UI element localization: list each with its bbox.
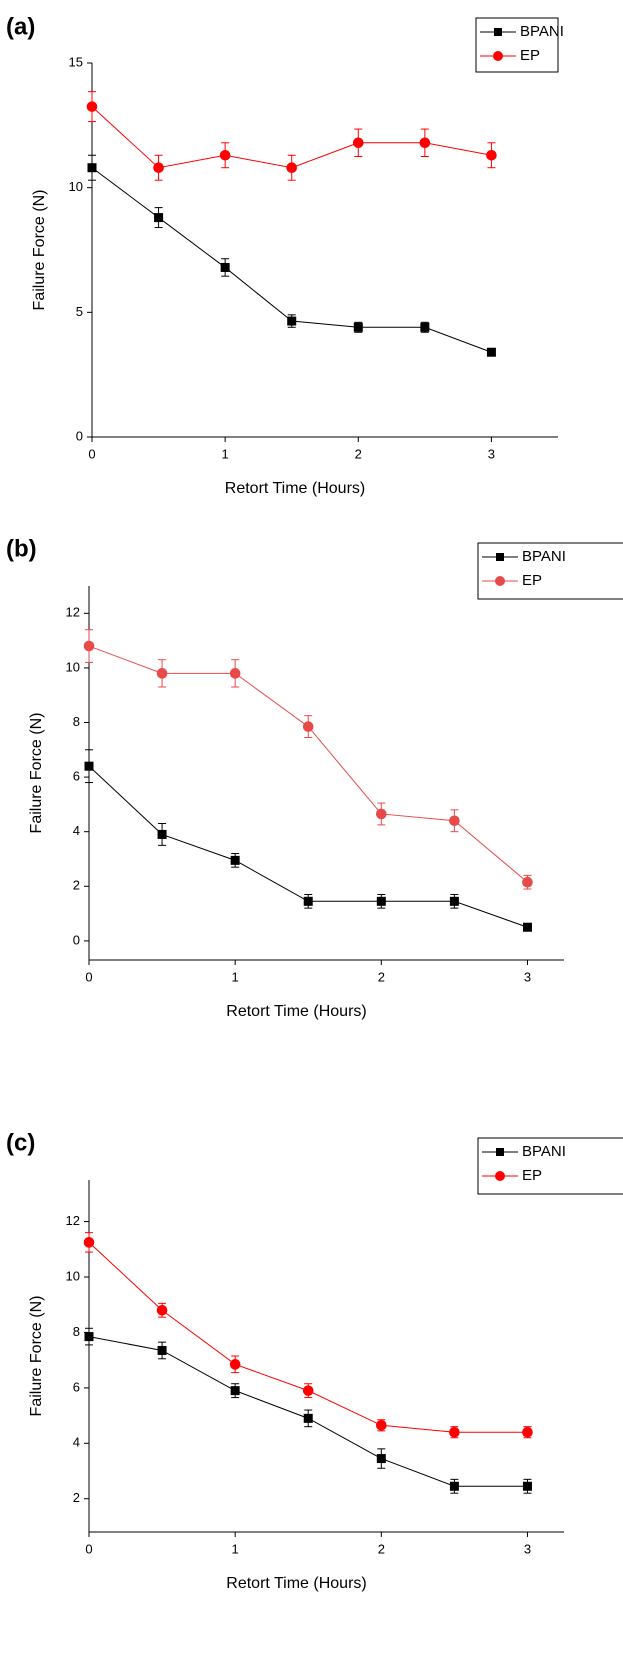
data-point (302, 721, 314, 732)
y-tick-label: 6 (73, 769, 80, 784)
x-tick-label: 1 (222, 446, 229, 461)
x-tick-label: 3 (524, 1541, 531, 1556)
legend-frame (475, 17, 559, 73)
legend-label: BPANI (520, 23, 564, 40)
data-point (376, 896, 386, 906)
data-point (286, 162, 298, 174)
legend-label: EP (522, 572, 542, 589)
data-point (156, 668, 168, 679)
data-point (420, 322, 430, 332)
data-point (83, 640, 95, 652)
y-tick-label: 5 (76, 304, 83, 319)
data-point (302, 1385, 314, 1396)
y-tick-label: 4 (73, 1435, 80, 1450)
y-tick-label: 10 (69, 179, 83, 194)
data-point (220, 262, 230, 272)
x-tick-label: 2 (355, 446, 362, 461)
y-tick-label: 2 (73, 878, 80, 893)
data-point (522, 1426, 533, 1438)
data-point (522, 922, 532, 932)
x-axis-label: Retort Time (Hours) (226, 1003, 366, 1020)
series-line (88, 645, 528, 883)
data-point (303, 1413, 313, 1423)
x-tick-label: 0 (88, 446, 95, 461)
x-axis-label: Retort Time (Hours) (225, 480, 365, 497)
series-line (88, 1241, 528, 1433)
data-point (229, 1359, 241, 1370)
y-tick-label: 15 (69, 54, 83, 69)
data-point (84, 1332, 94, 1342)
legend-marker (496, 1148, 504, 1156)
y-tick-label: 0 (76, 428, 83, 443)
data-point (154, 213, 164, 223)
x-tick-label: 1 (232, 969, 239, 984)
data-point (157, 829, 167, 839)
legend-marker (494, 28, 502, 36)
data-point (153, 162, 164, 174)
panel-label: (b) (6, 535, 37, 562)
data-point (83, 1237, 95, 1248)
y-tick-label: 10 (66, 1268, 80, 1283)
data-point (522, 1481, 532, 1491)
y-tick-label: 4 (73, 823, 80, 838)
data-point (84, 761, 94, 771)
legend-label: BPANI (522, 548, 566, 565)
y-tick-label: 8 (73, 714, 80, 729)
data-point (352, 137, 364, 149)
x-tick-label: 2 (378, 1541, 385, 1556)
data-point (376, 1419, 387, 1431)
data-point (449, 1481, 459, 1491)
data-point (419, 137, 431, 149)
legend-marker (495, 1171, 505, 1181)
y-axis-label: Failure Force (N) (28, 713, 45, 834)
data-point (303, 896, 313, 906)
y-tick-label: 2 (73, 1490, 80, 1505)
y-tick-label: 8 (73, 1324, 80, 1339)
data-point (522, 876, 533, 888)
data-point (486, 149, 497, 161)
legend-marker (496, 553, 504, 561)
data-point (86, 101, 98, 112)
legend-marker (493, 51, 503, 61)
panel-label: (a) (6, 13, 35, 40)
data-point (353, 322, 363, 332)
y-tick-label: 12 (66, 1213, 80, 1228)
legend-label: EP (522, 1167, 542, 1184)
data-point (449, 815, 460, 827)
x-tick-label: 1 (232, 1541, 239, 1556)
legend-frame (477, 1137, 623, 1195)
y-tick-label: 6 (73, 1379, 80, 1394)
y-axis-label: Failure Force (N) (31, 190, 48, 311)
x-tick-label: 0 (85, 969, 92, 984)
data-point (486, 347, 496, 357)
data-point (376, 1454, 386, 1464)
legend-marker (495, 576, 505, 586)
x-tick-label: 0 (85, 1541, 92, 1556)
data-point (230, 1386, 240, 1396)
legend-frame (477, 542, 623, 600)
y-tick-label: 0 (73, 932, 80, 947)
x-tick-label: 2 (378, 969, 385, 984)
y-tick-label: 10 (66, 659, 80, 674)
y-tick-label: 12 (66, 605, 80, 620)
data-point (229, 668, 241, 679)
x-axis-label: Retort Time (Hours) (226, 1575, 366, 1592)
panel-label: (c) (6, 1129, 35, 1156)
legend-label: EP (520, 47, 540, 64)
y-axis-label: Failure Force (N) (28, 1296, 45, 1417)
x-tick-label: 3 (488, 446, 495, 461)
data-point (87, 163, 97, 173)
data-point (287, 316, 297, 326)
data-point (449, 1426, 460, 1438)
data-point (219, 149, 231, 161)
data-point (157, 1345, 167, 1355)
data-point (230, 855, 240, 865)
legend-label: BPANI (522, 1143, 566, 1160)
data-point (156, 1304, 168, 1316)
x-tick-label: 3 (524, 969, 531, 984)
data-point (449, 896, 459, 906)
data-point (376, 808, 387, 820)
